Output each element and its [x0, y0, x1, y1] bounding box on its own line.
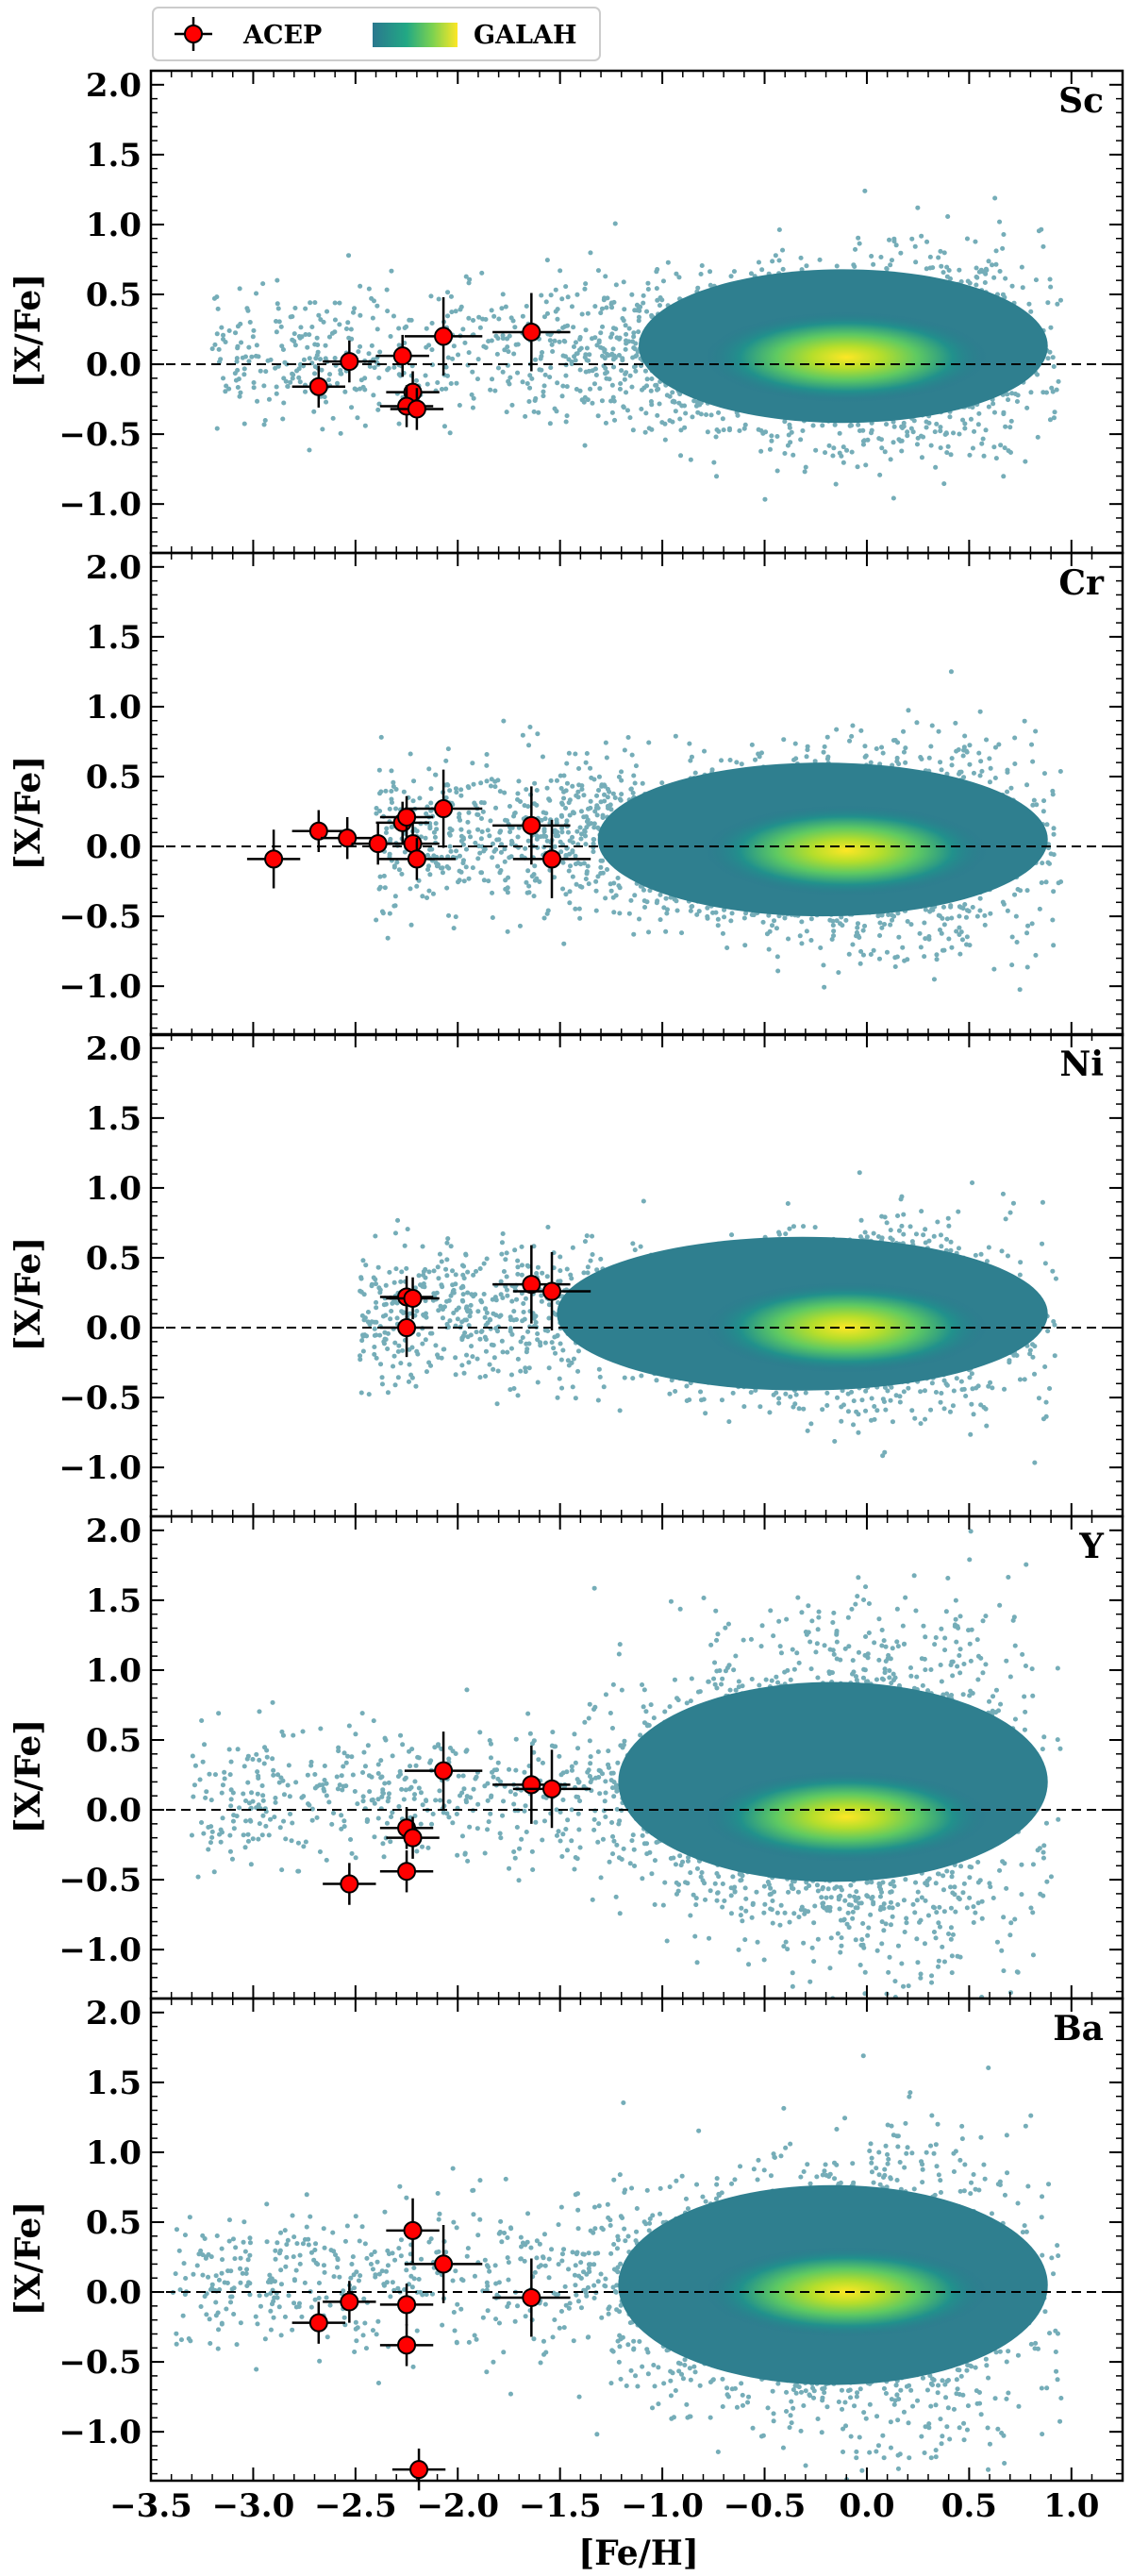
acep-point: [380, 2283, 433, 2325]
x-tick-label: −3.5: [109, 2487, 192, 2525]
y-tick-label: −1.0: [58, 2414, 142, 2451]
acep-point: [376, 335, 429, 376]
y-tick-label: −0.5: [58, 416, 142, 454]
legend-acep-label: ACEP: [242, 21, 322, 50]
y-tick-label: 1.5: [86, 1100, 142, 1138]
y-tick-label: 1.5: [86, 137, 142, 175]
acep-point: [247, 829, 300, 888]
element-label: Y: [1078, 1527, 1105, 1566]
y-tick-label: −0.5: [58, 1862, 142, 1899]
acep-point: [492, 293, 570, 372]
acep-point: [380, 2324, 433, 2366]
y-axis-title: [X/Fe]: [8, 1719, 48, 1834]
panels: −1.0 −0.5 0.0 0.5 1.0 1.5 2.0 [X/Fe] Sc −1.0 −0.5 0…: [8, 67, 1123, 2525]
y-tick-label: −1.0: [58, 486, 142, 524]
y-tick-label: 2.0: [86, 549, 142, 587]
acep-point: [292, 366, 345, 408]
y-tick-label: 0.0: [86, 828, 142, 866]
acep-point: [392, 2449, 445, 2490]
y-tick-label: 1.0: [86, 689, 142, 727]
y-tick-label: 2.0: [86, 1513, 142, 1550]
y-tick-label: −0.5: [58, 898, 142, 936]
acep-point: [321, 817, 374, 859]
y-tick-label: 0.5: [86, 2204, 142, 2242]
y-tick-label: 2.0: [86, 1995, 142, 2032]
x-tick-label: 0.0: [839, 2487, 894, 2525]
y-tick-label: −0.5: [58, 2344, 142, 2382]
y-tick-label: 1.5: [86, 619, 142, 657]
y-tick-label: 2.0: [86, 67, 142, 105]
element-label: Ni: [1059, 1045, 1104, 1084]
x-tick-label: −2.0: [416, 2487, 499, 2525]
panel-y: −1.0 −0.5 0.0 0.5 1.0 1.5 2.0 [X/Fe] Y: [8, 1355, 1123, 2052]
x-tick-label: −3.0: [212, 2487, 295, 2525]
galah-density-cloud: [376, 672, 1061, 990]
y-axis-title: [X/Fe]: [8, 2201, 48, 2317]
x-tick-label: −0.5: [724, 2487, 807, 2525]
x-tick-label: 1.0: [1043, 2487, 1099, 2525]
galah-density-cloud: [212, 191, 1060, 499]
element-label: Sc: [1058, 81, 1104, 121]
acep-point: [492, 2258, 570, 2336]
acep-point: [323, 1863, 375, 1904]
y-axis-title: [X/Fe]: [8, 274, 48, 389]
y-axis-title: [X/Fe]: [8, 756, 48, 871]
y-tick-label: 0.0: [86, 1792, 142, 1830]
y-tick-label: 1.0: [86, 207, 142, 244]
y-tick-label: 1.0: [86, 2134, 142, 2172]
legend: ACEP GALAH: [153, 8, 600, 60]
x-tick-label: −1.0: [621, 2487, 704, 2525]
panel-ni: −1.0 −0.5 0.0 0.5 1.0 1.5 2.0 [X/Fe] Ni: [8, 1030, 1123, 1516]
y-tick-label: −1.0: [58, 968, 142, 1006]
x-tick-label: 0.5: [941, 2487, 997, 2525]
y-axis-title: [X/Fe]: [8, 1237, 48, 1352]
galah-density-cloud: [173, 2056, 1061, 2525]
y-tick-label: 1.5: [86, 1582, 142, 1620]
y-tick-label: 1.5: [86, 2065, 142, 2102]
panel-sc: −1.0 −0.5 0.0 0.5 1.0 1.5 2.0 [X/Fe] Sc: [8, 67, 1123, 553]
legend-galah-label: GALAH: [474, 21, 576, 50]
y-tick-label: −1.0: [58, 1932, 142, 1969]
panel-ba: −1.0−0.50.00.51.01.52.0[X/Fe]Ba−3.5−3.0−…: [8, 1995, 1123, 2525]
y-tick-label: 0.5: [86, 1240, 142, 1278]
y-tick-label: 0.5: [86, 759, 142, 796]
y-tick-label: 0.5: [86, 276, 142, 314]
x-axis-title: [Fe/H]: [578, 2534, 699, 2573]
element-label: Ba: [1053, 2009, 1104, 2049]
y-tick-label: 1.0: [86, 1652, 142, 1690]
x-tick-label: −2.5: [314, 2487, 397, 2525]
acep-point: [380, 1850, 433, 1892]
y-tick-label: 2.0: [86, 1030, 142, 1068]
galah-density-cloud: [191, 1355, 1060, 2052]
y-tick-label: 0.5: [86, 1722, 142, 1760]
galah-density-cloud: [360, 1173, 1057, 1463]
y-tick-label: −1.0: [58, 1449, 142, 1487]
legend-galah-swatch: [373, 23, 458, 47]
panel-cr: −1.0 −0.5 0.0 0.5 1.0 1.5 2.0 [X/Fe] Cr: [8, 549, 1123, 1035]
y-tick-label: 1.0: [86, 1170, 142, 1208]
y-tick-label: 0.0: [86, 346, 142, 384]
abundance-figure: ACEP GALAH −1.0 −0.5 0.0 0.5 1.0 1.5 2.0 [X/Fe]…: [0, 0, 1132, 2576]
y-tick-label: 0.0: [86, 1310, 142, 1347]
y-tick-label: −0.5: [58, 1380, 142, 1417]
x-tick-label: −1.5: [519, 2487, 602, 2525]
acep-point: [513, 1749, 591, 1828]
acep-point: [323, 2281, 375, 2322]
y-tick-label: 0.0: [86, 2274, 142, 2312]
element-label: Cr: [1058, 563, 1105, 603]
